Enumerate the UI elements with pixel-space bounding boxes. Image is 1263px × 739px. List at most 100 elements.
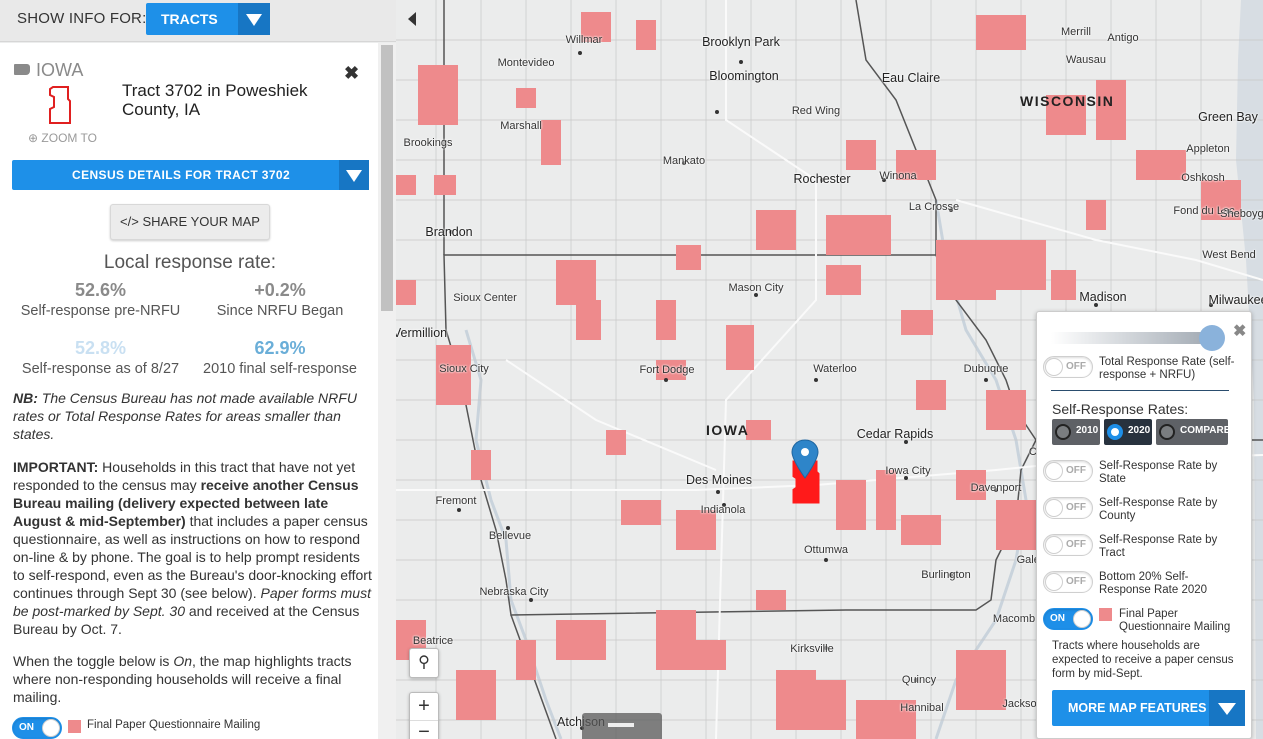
city-label: Cedar Rapids [856,427,934,441]
divider [1051,390,1229,391]
close-icon[interactable]: ✖ [1233,323,1247,340]
city-label: Winona [879,170,917,182]
legend-row-label: Final Paper Questionnaire Mailing [1119,608,1231,633]
city-label: Appleton [1186,143,1230,155]
top-bar: SHOW INFO FOR: TRACTS [0,0,396,42]
county-rate-toggle[interactable]: OFF [1043,497,1093,519]
important-note: IMPORTANT: Households in this tract that… [13,458,373,638]
city-label: Eau Claire [881,71,941,85]
tract-title: Tract 3702 in Poweshiek County, IA [122,81,308,119]
self-response-title: Self-Response Rates: [1052,401,1189,417]
more-map-features-label: MORE MAP FEATURES [1068,701,1207,715]
state-label-iowa: IOWA [706,422,750,438]
city-label: Mankato [662,155,706,167]
share-map-button[interactable]: </> SHARE YOUR MAP [110,204,270,240]
zoom-out-button[interactable]: − [418,721,430,739]
legend-row-label: Self-Response Rate by State [1099,460,1218,485]
final-mailing-map-toggle[interactable]: ON [1043,608,1093,630]
stat-label: Self-response as of 8/27 [21,361,180,377]
sidebar-scrollbar[interactable] [378,43,396,739]
explainer-text: When the toggle below is [13,653,174,669]
city-label: West Bend [1202,249,1256,261]
locate-button[interactable]: ⚲ [409,648,439,678]
opacity-slider-handle[interactable] [1199,325,1225,351]
city-label: Marshall [500,120,542,132]
city-label: Antigo [1107,32,1139,44]
city-label: Montevideo [497,57,555,69]
more-map-features-button[interactable]: MORE MAP FEATURES [1052,690,1245,726]
legend-swatch [1099,608,1112,621]
city-label: Des Moines [686,473,752,487]
city-label: Fond du Lac [1173,205,1235,217]
important-text: that includes a paper census questionnai… [13,513,372,601]
layers-control[interactable] [582,713,662,739]
city-label: Madison [1079,290,1127,304]
city-label: Fort Dodge [639,364,695,376]
year-button-compare[interactable]: COMPARE [1156,419,1231,445]
toggle-knob [1045,462,1063,480]
legend-panel: ✖ OFF Total Response Rate (self-response… [1036,311,1252,739]
final-mailing-toggle[interactable]: ON [12,717,62,739]
zoom-control: + − [409,692,439,739]
city-label: Kirksville [790,643,834,655]
city-label: Brooklyn Park [702,35,780,49]
city-label: Nebraska City [479,586,549,598]
chevron-down-icon[interactable] [339,160,369,190]
stat-value: 52.8% [74,338,127,358]
city-label: Sheboygan [1220,208,1263,220]
year-button-2020[interactable]: 2020 [1104,419,1152,445]
census-details-button[interactable]: CENSUS DETAILS FOR TRACT 3702 [12,160,369,190]
legend-row-label: Self-Response Rate by County [1099,497,1218,522]
radio-icon [1159,424,1175,440]
city-label: Vermillion [396,326,448,340]
total-response-toggle[interactable]: OFF [1043,356,1093,378]
stat-label: Self-response pre-NRFU [20,303,181,319]
state-name: IOWA [36,60,84,80]
important-text: and received at the Census Bureau by Oct… [13,603,360,637]
geography-select[interactable]: TRACTS [146,3,270,35]
radio-icon [1055,424,1071,440]
toggle-state: OFF [1066,465,1086,476]
tract-rate-toggle[interactable]: OFF [1043,534,1093,556]
important-emphasis: receive another Census Bureau mailing (d… [13,477,359,529]
zoom-to-link[interactable]: ⊕ ZOOM TO [28,131,97,145]
year-label: COMPARE [1180,425,1231,436]
selected-tract[interactable] [792,460,820,504]
stat-since-nrfu: +0.2% Since NRFU Began [185,280,375,319]
nb-note: NB: The Census Bureau has not made avail… [13,389,358,443]
city-label: Oshkosh [1181,172,1225,184]
map-pin-icon[interactable] [791,439,819,479]
legend-row-label: Bottom 20% Self-Response Rate 2020 [1099,571,1208,596]
city-label: Sioux City [439,363,489,375]
city-label: Indianola [700,504,746,516]
stat-label: 2010 final self-response [203,361,357,377]
explainer-italic: On [173,653,193,669]
map-pin-icon: ⚲ [418,654,430,671]
info-sidebar: IOWA ✖ ⊕ ZOOM TO Tract 3702 in Poweshiek… [0,43,396,739]
opacity-slider[interactable] [1051,332,1223,344]
toggle-state: OFF [1066,576,1086,587]
year-label: 2020 [1128,425,1151,436]
stat-label: Since NRFU Began [216,303,344,319]
city-label: Davenport [970,482,1022,494]
chevron-down-icon[interactable] [238,3,270,35]
scrollbar-thumb[interactable] [381,45,393,311]
important-italic: Paper forms must be post-marked by Sept.… [13,585,371,619]
city-label: Ottumwa [803,544,849,556]
state-rate-toggle[interactable]: OFF [1043,460,1093,482]
show-info-label: SHOW INFO FOR: [17,10,147,27]
year-button-2010[interactable]: 2010 [1052,419,1100,445]
important-bold: IMPORTANT: [13,459,99,475]
sliders-icon [608,723,634,727]
city-label: Brandon [425,225,473,239]
chevron-down-icon[interactable] [1209,690,1245,726]
bottom20-toggle[interactable]: OFF [1043,571,1093,593]
stat-2010-final: 62.9% 2010 final self-response [185,338,375,377]
important-text: Households in this tract that have not y… [13,459,356,493]
close-icon[interactable]: ✖ [344,63,360,83]
geography-select-value: TRACTS [161,11,218,27]
state-label-wisconsin: WISCONSIN [1020,93,1115,109]
collapse-sidebar-icon[interactable] [408,12,416,26]
mn-wi-border [855,0,937,255]
zoom-in-button[interactable]: + [410,693,438,721]
